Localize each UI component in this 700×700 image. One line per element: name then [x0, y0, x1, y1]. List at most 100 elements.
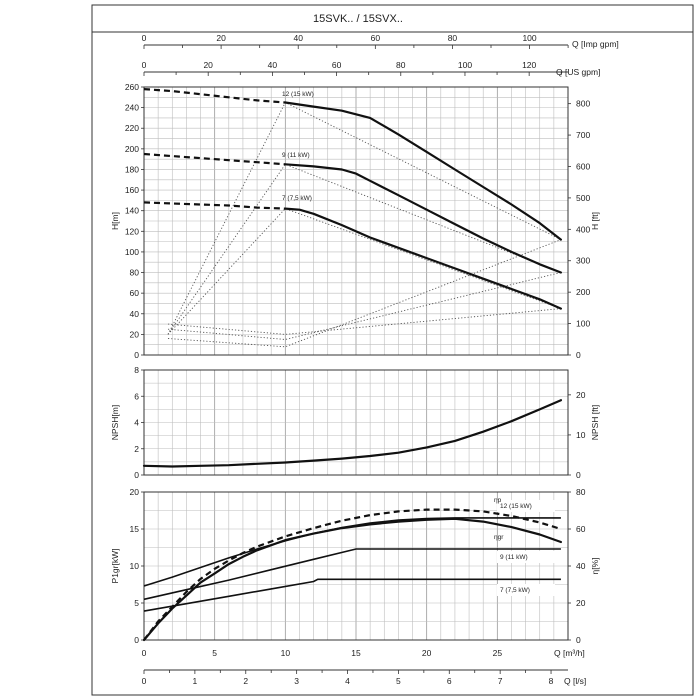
power-axes: 0 5 10 15 20 0 20 40 60 80 P1gr[kW] η[%]: [110, 487, 600, 645]
head-operating-range-lines: [167, 101, 562, 348]
eta-gr-label: ηgr: [494, 534, 504, 541]
y2-tick-label: 0: [576, 350, 581, 360]
us-gpm-tick-label: 0: [142, 60, 147, 70]
y2-tick-label: 400: [576, 224, 590, 234]
ls-tick-label: 8: [549, 676, 554, 686]
ls-tick-label: 2: [243, 676, 248, 686]
y-axis-label: H[m]: [110, 212, 120, 230]
us-gpm-tick-label: 20: [203, 60, 213, 70]
y-tick-label: 260: [125, 82, 139, 92]
head-label-12: 12 (15 kW): [282, 91, 314, 98]
head-curve-dashed: [143, 152, 286, 166]
us-gpm-axis-label: Q [US gpm]: [556, 67, 600, 77]
pow-label-9: 9 (11 kW): [500, 554, 528, 561]
y-tick-label: 40: [130, 309, 140, 319]
head-panel: 0 20 40 60 80 100 120 140 160 180 200 220 240 260 0 100…: [110, 82, 600, 360]
npsh-panel: 0 2 4 6 8 0 10 20 NPSH[m] NPSH [ft]: [110, 365, 600, 480]
ls-tick-label: 7: [498, 676, 503, 686]
head-curve: [284, 207, 562, 310]
operating-range-line: [167, 101, 562, 335]
us-gpm-tick-label: 40: [268, 60, 278, 70]
head-curve-dashed: [143, 201, 286, 210]
m3h-tick-label: 20: [422, 648, 432, 658]
us-gpm-tick-label: 120: [522, 60, 536, 70]
head-label-7: 7 (7,5 kW): [282, 195, 312, 202]
head-label-9: 9 (11 kW): [282, 152, 310, 159]
operating-range-line: [167, 239, 562, 348]
y-tick-label: 180: [125, 164, 139, 174]
y-tick-label: 220: [125, 123, 139, 133]
imp-gpm-tick-label: 40: [293, 33, 303, 43]
y-tick-label: 6: [134, 391, 139, 401]
y-tick-label: 0: [134, 350, 139, 360]
head-curve-dashed: [143, 88, 286, 104]
y-tick-label: 60: [130, 288, 140, 298]
y2-tick-label: 0: [576, 470, 581, 480]
y2-tick-label: 200: [576, 287, 590, 297]
imp-gpm-tick-label: 20: [216, 33, 226, 43]
head-axes: 0 20 40 60 80 100 120 140 160 180 200 220 240 260 0 100…: [110, 82, 600, 360]
imp-gpm-tick-label: 60: [371, 33, 381, 43]
npsh-grid: [143, 369, 569, 476]
eta-p-label: ηp: [494, 497, 502, 504]
top-flow-axes: 0 20 40 60 80 100 Q [Imp gpm] 0 20 40 60 80 100 120 Q …: [142, 33, 619, 77]
ls-tick-label: 5: [396, 676, 401, 686]
us-gpm-tick-label: 100: [458, 60, 472, 70]
m3h-tick-label: 5: [212, 648, 217, 658]
m3h-tick-label: 25: [493, 648, 503, 658]
y-tick-label: 200: [125, 144, 139, 154]
y2-axis-label: H [ft]: [590, 212, 600, 230]
pow-label-7-bg: [497, 584, 555, 596]
pow-label-9-bg: [497, 551, 555, 563]
y2-tick-label: 20: [576, 390, 586, 400]
y2-tick-label: 60: [576, 524, 586, 534]
chart-title: 15SVK.. / 15SVX..: [313, 13, 403, 25]
bottom-flow-axes: 0 5 10 15 20 25 Q [m³/h] 0 1 2 3 4 5 6 7 8 Q [l/s]: [142, 648, 587, 686]
head-curves: [143, 88, 562, 310]
imp-gpm-tick-label: 100: [522, 33, 536, 43]
ls-tick-label: 0: [142, 676, 147, 686]
y2-tick-label: 80: [576, 487, 586, 497]
us-gpm-tick-label: 80: [396, 60, 406, 70]
y2-tick-label: 500: [576, 193, 590, 203]
operating-range-line: [167, 308, 561, 335]
power-curve: [143, 578, 561, 612]
efficiency-curve: [143, 508, 562, 641]
y-tick-label: 120: [125, 226, 139, 236]
outer-frame: [91, 4, 694, 696]
y-tick-label: 240: [125, 103, 139, 113]
power-efficiency-panel: 0 5 10 15 20 0 20 40 60 80 P1gr[kW] η[%] 12 (15 kW)…: [110, 487, 600, 645]
y2-tick-label: 40: [576, 561, 586, 571]
y-tick-label: 8: [134, 365, 139, 375]
imp-gpm-tick-label: 80: [448, 33, 458, 43]
m3h-tick-label: 15: [351, 648, 361, 658]
m3h-axis-label: Q [m³/h]: [554, 648, 585, 658]
y-tick-label: 0: [134, 635, 139, 645]
operating-range-line: [167, 208, 562, 335]
head-curve: [284, 163, 562, 274]
y-tick-label: 160: [125, 185, 139, 195]
npsh-curves: [142, 399, 562, 468]
y2-axis-label: η[%]: [590, 557, 600, 574]
ls-tick-label: 1: [193, 676, 198, 686]
y2-tick-label: 20: [576, 598, 586, 608]
y-tick-label: 0: [134, 470, 139, 480]
ls-tick-label: 6: [447, 676, 452, 686]
y-axis-label: P1gr[kW]: [110, 549, 120, 584]
ls-tick-label: 3: [294, 676, 299, 686]
y2-axis-label: NPSH [ft]: [590, 405, 600, 440]
m3h-tick-label: 10: [281, 648, 291, 658]
power-curve: [143, 548, 561, 601]
y-tick-label: 140: [125, 206, 139, 216]
y2-tick-label: 600: [576, 161, 590, 171]
y-tick-label: 20: [130, 329, 140, 339]
y2-tick-label: 100: [576, 319, 590, 329]
y2-tick-label: 10: [576, 430, 586, 440]
y-tick-label: 5: [134, 598, 139, 608]
pow-label-12-bg: [497, 500, 555, 512]
imp-gpm-axis-label: Q [Imp gpm]: [572, 39, 619, 49]
power-efficiency-curves: [142, 508, 562, 642]
y-axis-label: NPSH[m]: [110, 405, 120, 440]
head-grid: [143, 86, 569, 356]
